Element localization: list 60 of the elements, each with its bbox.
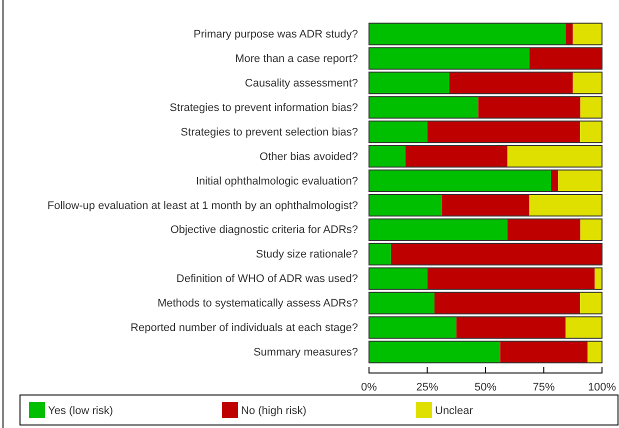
bar [369, 146, 406, 168]
x-tick-label: 50% [474, 381, 497, 394]
y-tick-label: Causality assessment? [244, 77, 358, 90]
bar [427, 121, 580, 143]
bar [369, 292, 434, 314]
bar [550, 170, 558, 192]
x-tick-label: 25% [416, 381, 438, 394]
legend-label: Yes (low risk) [48, 405, 113, 417]
bar [369, 218, 508, 240]
y-tick-label: Study size rationale? [256, 248, 358, 261]
y-tick-label: Definition of WHO of ADR was used? [176, 273, 358, 286]
bar [369, 170, 551, 192]
legend-label: No (high risk) [241, 405, 306, 417]
bar [529, 48, 602, 70]
y-tick-label: More than a case report? [235, 52, 358, 65]
legend-label: Unclear [435, 405, 474, 417]
bar [369, 341, 500, 363]
bar [369, 316, 456, 338]
bar [369, 48, 530, 70]
bar [507, 218, 580, 240]
y-tick-label: Other bias avoided? [260, 150, 358, 163]
bar [369, 96, 478, 118]
bar [580, 121, 602, 143]
y-tick-label: Initial ophthalmologic evaluation? [196, 175, 358, 188]
y-tick-label: Strategies to prevent information bias? [170, 102, 358, 114]
bar [369, 268, 428, 290]
bar [449, 72, 573, 94]
x-tick-label: 75% [532, 381, 555, 394]
bar [507, 146, 602, 168]
bar [529, 194, 602, 216]
bar [405, 146, 508, 168]
bar [442, 194, 530, 216]
y-tick-label: Strategies to prevent selection bias? [180, 126, 358, 138]
bar [478, 96, 580, 118]
bar [588, 341, 602, 363]
y-tick-label: Objective diagnostic criteria for ADRs? [170, 224, 358, 236]
x-tick-label: 0% [361, 381, 378, 394]
bar [572, 23, 602, 45]
y-tick-label: Follow-up evaluation at least at 1 month by an ophthalmologist? [47, 200, 358, 212]
bar [369, 72, 450, 94]
bar [580, 96, 602, 118]
bar [369, 23, 566, 45]
y-tick-label: Primary purpose was ADR study? [194, 28, 358, 41]
y-tick-label: Reported number of individuals at each stage? [130, 322, 358, 334]
bar [456, 316, 566, 338]
bar [558, 170, 602, 192]
bar [434, 292, 580, 314]
x-tick-label: 100% [588, 381, 616, 394]
bar [566, 316, 602, 338]
bar [500, 341, 588, 363]
bar [369, 121, 428, 143]
bar [369, 243, 391, 265]
bar [369, 194, 442, 216]
bar [572, 72, 602, 94]
bar [427, 268, 595, 290]
y-tick-label: Methods to systematically assess ADRs? [157, 298, 358, 310]
bar [580, 292, 602, 314]
bar [580, 218, 602, 240]
y-tick-label: Summary measures? [253, 346, 358, 359]
bar [566, 23, 573, 45]
